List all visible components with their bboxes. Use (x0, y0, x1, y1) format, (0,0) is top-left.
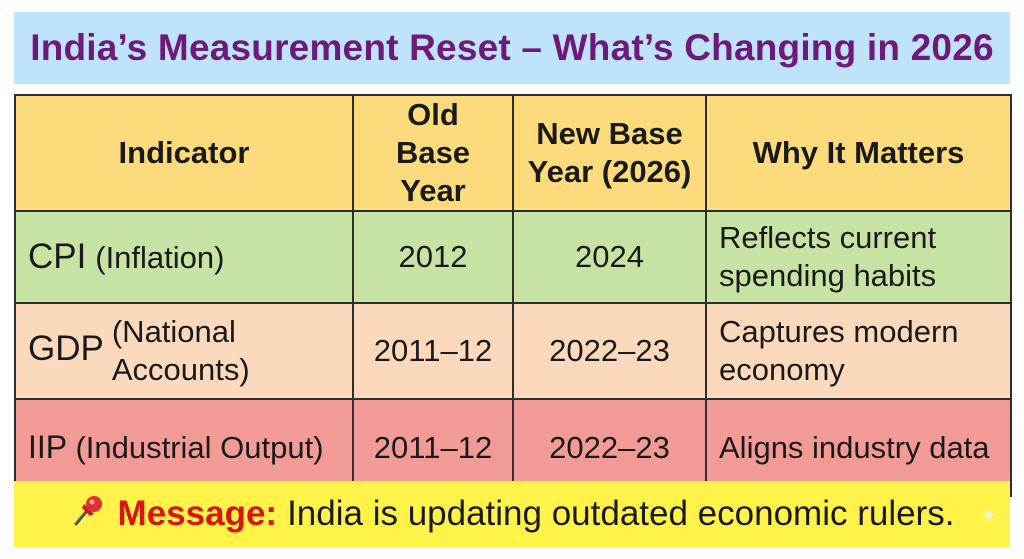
new-base-year-cell: 2022–23 (512, 398, 707, 497)
why-it-matters-cell: Reflects current spending habits (705, 210, 1012, 304)
page-title: India’s Measurement Reset – What’s Chang… (30, 27, 994, 68)
indicator-name: (Industrial Output) (75, 430, 324, 465)
indicator-abbr: CPI (28, 237, 87, 276)
old-base-year-cell: 2012 (352, 210, 514, 304)
message-text: India is updating outdated economic rule… (287, 494, 955, 533)
why-it-matters-cell: Captures modern economy (705, 302, 1012, 400)
table-row-cpi: CPI (Inflation) 2012 2024 Reflects curre… (14, 210, 1012, 304)
indicator-name: (Inflation) (95, 240, 225, 275)
message-label: Message: (117, 494, 278, 533)
message-banner: Message: India is updating outdated econ… (14, 481, 1010, 547)
indicator-name: (National Accounts) (111, 314, 250, 387)
indicator-cell: CPI (Inflation) (14, 210, 354, 304)
table-row-iip: IIP (Industrial Output) 2011–12 2022–23 … (14, 398, 1012, 497)
old-base-year-cell: 2011–12 (352, 398, 514, 497)
header-new-base-year: New Base Year (2026) (512, 94, 707, 212)
table-header-row: Indicator Old Base Year New Base Year (2… (14, 94, 1012, 212)
indicator-abbr: GDP (28, 329, 104, 368)
header-old-base-year: Old Base Year (352, 94, 514, 212)
sparkle-icon: ✦ (979, 503, 998, 528)
indicator-abbr: IIP (28, 429, 67, 465)
base-year-table: Indicator Old Base Year New Base Year (2… (14, 94, 1012, 497)
pushpin-icon (70, 492, 106, 537)
new-base-year-cell: 2024 (512, 210, 707, 304)
indicator-cell: GDP (National Accounts) (14, 302, 354, 400)
indicator-cell: IIP (Industrial Output) (14, 398, 354, 497)
title-banner: India’s Measurement Reset – What’s Chang… (14, 12, 1010, 84)
old-base-year-cell: 2011–12 (352, 302, 514, 400)
new-base-year-cell: 2022–23 (512, 302, 707, 400)
header-indicator: Indicator (14, 94, 354, 212)
header-why-it-matters: Why It Matters (705, 94, 1012, 212)
table-row-gdp: GDP (National Accounts) 2011–12 2022–23 … (14, 302, 1012, 400)
